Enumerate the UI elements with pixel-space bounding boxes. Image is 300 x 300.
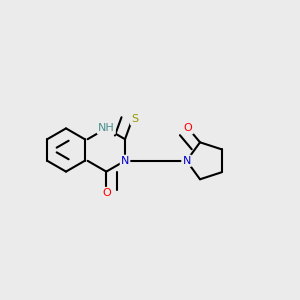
Text: NH: NH [98,123,115,134]
Text: N: N [182,156,191,166]
Text: S: S [131,114,138,124]
Text: O: O [102,188,111,198]
Text: O: O [184,123,193,133]
Text: N: N [121,156,129,166]
